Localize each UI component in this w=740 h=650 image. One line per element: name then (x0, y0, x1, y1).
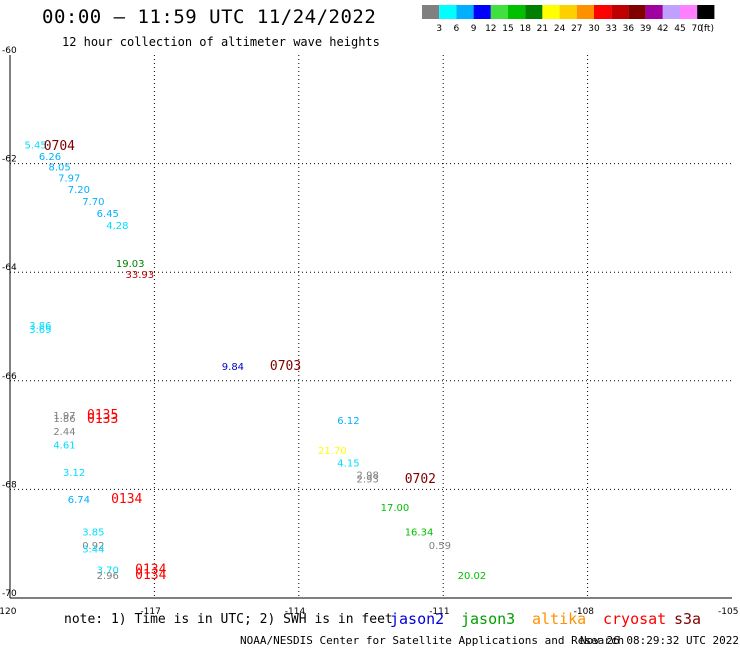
legend-swatch (422, 5, 440, 19)
satellite-name-jason2: jason2 (390, 610, 445, 628)
wave-height-value: 7.20 (68, 185, 90, 196)
wave-height-value: 4.61 (53, 441, 75, 452)
legend-label: 15 (502, 24, 513, 34)
legend-swatch (662, 5, 680, 19)
legend-label: 33 (605, 24, 616, 34)
wave-height-value: 2.96 (97, 571, 119, 582)
wave-height-value: 0.59 (429, 541, 451, 552)
pass-time-label: 0134 (135, 568, 166, 583)
legend-swatch (559, 5, 577, 19)
pass-time-label: 0702 (405, 472, 436, 487)
wave-height-value: 2.93 (357, 474, 379, 485)
y-tick-label: -60 (2, 46, 17, 56)
legend-swatch (611, 5, 629, 19)
legend-swatch (594, 5, 612, 19)
wave-height-value: 3.86 (29, 321, 51, 332)
wave-height-value: 16.34 (405, 528, 434, 539)
legend-label: 12 (485, 24, 496, 34)
satellite-name-jason3: jason3 (461, 610, 516, 628)
wave-height-value: 5.45 (24, 140, 46, 151)
wave-height-value: 1.97 (53, 411, 75, 422)
wave-height-value: 6.12 (337, 416, 359, 427)
legend-label: 39 (640, 24, 652, 34)
wave-height-value: 6.26 (39, 152, 61, 163)
wave-height-value: 9.84 (222, 362, 244, 373)
x-tick-label: -108 (574, 607, 595, 617)
satellite-name-altika: altika (532, 610, 587, 628)
wave-height-value: 7.97 (58, 174, 80, 185)
legend-swatch (576, 5, 594, 19)
legend-swatch (645, 5, 663, 19)
legend-swatch (697, 5, 715, 19)
credit-text: NOAA/NESDIS Center for Satellite Applica… (240, 634, 625, 647)
pass-time-label: 0134 (135, 563, 166, 578)
pass-time-label: 0135 (87, 408, 118, 423)
wave-height-value: 3.70 (97, 566, 119, 577)
wave-height-value: 6.45 (97, 209, 119, 220)
wave-height-value: 3.44 (82, 544, 104, 555)
y-tick-label: -68 (2, 480, 17, 490)
wave-height-value: 2.98 (357, 471, 379, 482)
y-tick-label: -70 (2, 589, 17, 599)
legend-label: 21 (537, 24, 548, 34)
x-tick-label: -120 (0, 607, 17, 617)
wave-height-value: 2.44 (53, 427, 75, 438)
y-tick-label: -62 (2, 155, 17, 165)
x-tick-label: -114 (285, 607, 306, 617)
satellite-name-cryosat: cryosat (603, 610, 667, 628)
legend-swatch (680, 5, 698, 19)
wave-height-value: 19.03 (116, 259, 145, 270)
legend-swatch (542, 5, 560, 19)
legend-label: 70 (691, 24, 703, 34)
pass-time-label: 0703 (270, 359, 301, 374)
page-subtitle: 12 hour collection of altimeter wave hei… (62, 35, 380, 49)
legend-label: 24 (554, 24, 566, 34)
wave-height-value: 17.00 (381, 503, 410, 514)
wave-height-value: 3.12 (63, 468, 85, 479)
legend-label: 27 (571, 24, 582, 34)
pass-time-label: 0134 (111, 492, 142, 507)
y-tick-label: -64 (2, 263, 17, 273)
wave-height-value: 3.85 (82, 528, 104, 539)
legend-swatch (525, 5, 543, 19)
legend-swatch (473, 5, 491, 19)
satellite-name-s3a: s3a (674, 610, 702, 628)
page-title: 00:00 — 11:59 UTC 11/24/2022 (42, 6, 377, 28)
pass-time-label: 0704 (44, 139, 75, 154)
legend-swatch (456, 5, 474, 19)
legend-label: 36 (623, 24, 635, 34)
x-tick-label: -117 (140, 607, 160, 617)
x-tick-label: -111 (429, 607, 449, 617)
legend-label: 18 (519, 24, 531, 34)
legend-label: 30 (588, 24, 600, 34)
wave-height-value: 33.93 (126, 270, 155, 281)
legend-swatch (508, 5, 526, 19)
x-tick-label: -105 (718, 607, 738, 617)
y-tick-label: -66 (2, 372, 17, 382)
footer-note: note: 1) Time is in UTC; 2) SWH is in fe… (64, 612, 393, 627)
legend-label: 6 (454, 24, 460, 34)
generation-timestamp: Nov 26 08:29:32 UTC 2022 (580, 634, 739, 647)
wave-height-value: 20.02 (458, 571, 487, 582)
wave-height-value: 4.28 (106, 221, 128, 232)
legend-unit: (ft) (700, 24, 714, 34)
legend-swatch (628, 5, 646, 19)
legend-label: 3 (436, 24, 442, 34)
wave-height-value: 6.74 (68, 495, 90, 506)
legend-swatch (490, 5, 508, 19)
legend-label: 9 (471, 24, 477, 34)
wave-height-value: 3.69 (29, 325, 51, 336)
wave-height-value: 1.86 (53, 414, 75, 425)
wave-height-value: 4.15 (337, 459, 359, 470)
wave-height-value: 8.05 (49, 163, 71, 174)
legend-label: 42 (657, 24, 668, 34)
pass-time-label: 0133 (87, 412, 118, 427)
wave-height-value: 0.92 (82, 541, 104, 552)
wave-height-value: 7.70 (82, 197, 104, 208)
legend-swatch (439, 5, 457, 19)
wave-height-value: 21.70 (318, 446, 347, 457)
legend-label: 45 (674, 24, 685, 34)
